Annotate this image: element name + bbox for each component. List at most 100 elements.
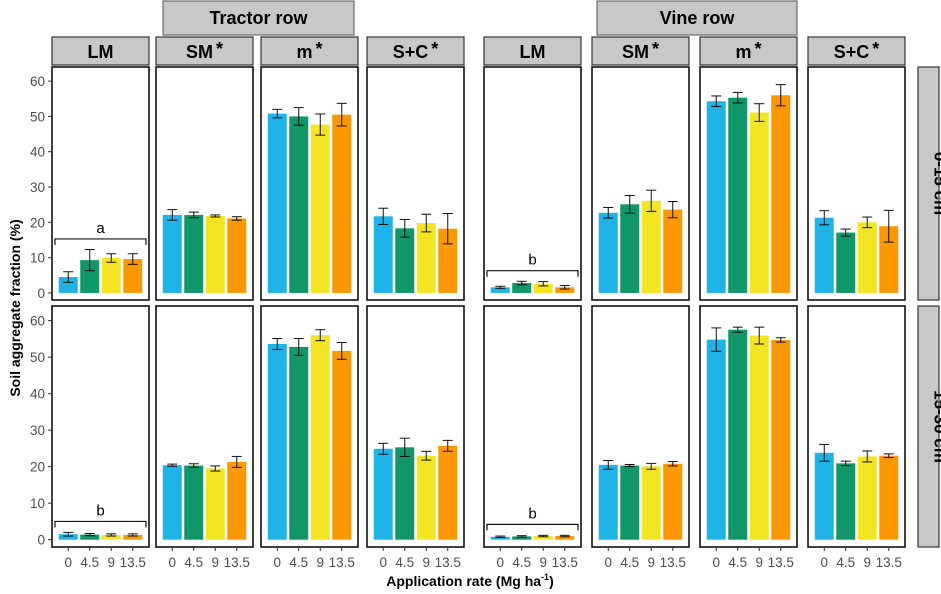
panel: b <box>483 66 582 301</box>
bar <box>555 287 575 293</box>
y-tick-label: 30 <box>30 423 45 438</box>
panel-border <box>155 305 254 548</box>
bar <box>641 200 661 293</box>
bar <box>620 204 640 293</box>
panel <box>260 305 359 548</box>
x-tick-label: 0 <box>64 555 72 570</box>
bar <box>533 536 553 540</box>
fraction-strip <box>366 36 465 66</box>
bar <box>512 536 532 540</box>
bar <box>416 223 436 293</box>
x-tick-label: 9 <box>863 555 871 570</box>
x-tick-label: 0 <box>712 555 720 570</box>
significance-letter: b <box>528 505 536 522</box>
bar <box>289 116 309 293</box>
bar <box>395 447 415 540</box>
fraction-strip <box>807 36 906 66</box>
bar <box>123 534 143 540</box>
y-tick-label: 60 <box>30 314 45 329</box>
bar <box>373 448 393 540</box>
fraction-name: S+C <box>393 42 429 62</box>
panel <box>155 66 254 301</box>
panel-border <box>591 305 690 548</box>
depth-strip <box>917 305 940 548</box>
fraction-label: m * <box>296 39 322 62</box>
significance-letter: a <box>96 220 105 237</box>
bar <box>706 339 726 540</box>
panel <box>591 66 690 301</box>
x-axis-title-main: Application rate (Mg ha <box>386 573 541 589</box>
bar <box>598 464 618 540</box>
panel <box>807 305 906 548</box>
bar <box>58 534 78 540</box>
x-tick-label: 9 <box>755 555 763 570</box>
y-tick-label: 10 <box>30 251 45 266</box>
bar <box>267 113 287 293</box>
fraction-name: S+C <box>834 42 870 62</box>
bar <box>533 283 553 293</box>
bar <box>620 465 640 540</box>
bar <box>663 209 683 293</box>
panel-background <box>484 306 581 547</box>
bar <box>416 455 436 540</box>
depth-label: 15-30 cm <box>931 390 941 463</box>
x-tick-label: 4.5 <box>289 555 308 570</box>
significance-asterisk: * <box>652 39 659 59</box>
x-tick-label: 13.5 <box>876 555 902 570</box>
x-tick-label: 13.5 <box>660 555 686 570</box>
fraction-name: m <box>735 42 751 62</box>
x-tick-label: 13.5 <box>224 555 250 570</box>
panel-border <box>699 66 798 301</box>
x-axis-title-close: ) <box>549 573 554 589</box>
panel <box>366 66 465 301</box>
x-tick-label: 4.5 <box>836 555 855 570</box>
panel <box>366 305 465 548</box>
significance-asterisk: * <box>316 39 323 59</box>
bar <box>373 216 393 293</box>
x-tick-label: 4.5 <box>80 555 99 570</box>
fraction-strip <box>260 36 359 66</box>
bar <box>641 466 661 540</box>
panel-border <box>51 305 150 548</box>
panel <box>155 305 254 548</box>
panel <box>699 305 798 548</box>
depth-label: 0-15 cm <box>931 152 941 215</box>
x-tick-label: 0 <box>168 555 176 570</box>
group-label: Vine row <box>660 8 736 28</box>
x-tick-label: 0 <box>820 555 828 570</box>
panel <box>591 305 690 548</box>
bar <box>80 260 100 293</box>
panel-border <box>260 66 359 301</box>
bar <box>332 350 352 540</box>
panel-border <box>366 66 465 301</box>
significance-bracket <box>486 523 579 531</box>
y-tick-label: 0 <box>37 286 45 301</box>
bar <box>267 343 287 540</box>
bar <box>438 228 458 293</box>
significance-letter: b <box>96 502 104 519</box>
panel: b <box>51 305 150 548</box>
panel-background <box>52 306 149 547</box>
x-tick-label: 13.5 <box>329 555 355 570</box>
significance-asterisk: * <box>216 39 223 59</box>
depth-strip <box>917 66 940 301</box>
bar <box>836 463 856 540</box>
x-tick-label: 4.5 <box>184 555 203 570</box>
y-tick-label: 10 <box>30 496 45 511</box>
bar <box>438 445 458 540</box>
bar <box>728 97 748 293</box>
x-tick-label: 13.5 <box>768 555 794 570</box>
panel-border <box>699 305 798 548</box>
y-tick-label: 50 <box>30 109 45 124</box>
x-tick-label: 13.5 <box>552 555 578 570</box>
x-tick-label: 0 <box>604 555 612 570</box>
fraction-strip <box>591 36 690 66</box>
y-tick-label: 40 <box>30 145 45 160</box>
panel <box>260 66 359 301</box>
x-tick-label: 4.5 <box>728 555 747 570</box>
panel-border <box>591 66 690 301</box>
bar <box>205 468 225 540</box>
